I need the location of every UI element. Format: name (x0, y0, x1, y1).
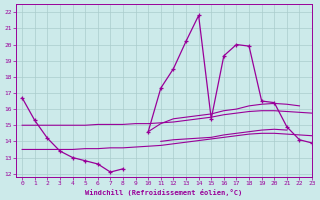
X-axis label: Windchill (Refroidissement éolien,°C): Windchill (Refroidissement éolien,°C) (85, 189, 243, 196)
